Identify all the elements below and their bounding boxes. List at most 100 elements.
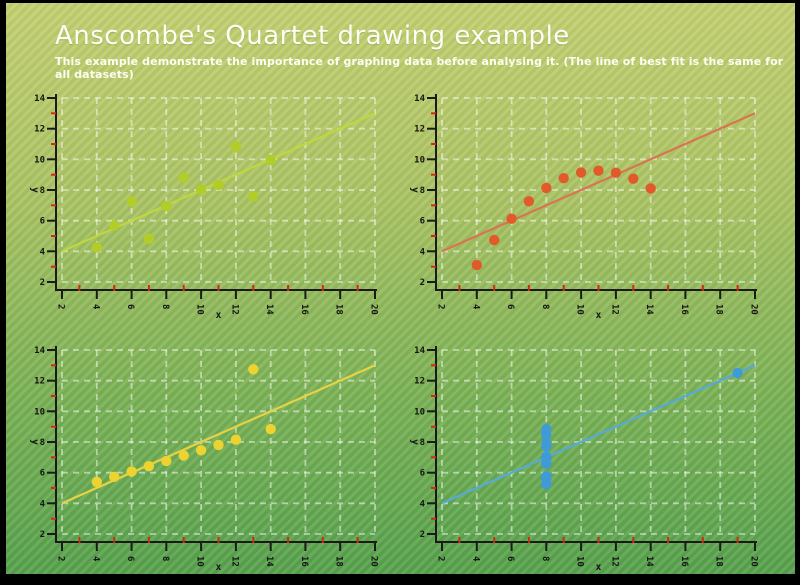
data-point xyxy=(541,429,552,440)
x-tick-label: 20 xyxy=(749,556,759,567)
data-point xyxy=(126,466,137,477)
x-tick-label: 16 xyxy=(679,556,689,567)
data-point xyxy=(471,259,482,271)
x-tick-label: 14 xyxy=(264,304,274,315)
x-tick-label: 20 xyxy=(749,304,759,315)
x-tick-label: 8 xyxy=(160,304,170,309)
x-tick-label: 6 xyxy=(125,304,135,309)
data-point xyxy=(126,196,137,207)
y-tick-label: 6 xyxy=(420,217,425,227)
x-tick-label: 10 xyxy=(195,304,205,315)
y-tick-label: 2 xyxy=(420,530,425,540)
y-tick-label: 14 xyxy=(34,94,45,104)
x-tick-label: 6 xyxy=(505,304,515,309)
y-tick-label: 6 xyxy=(40,217,45,227)
data-point xyxy=(248,364,259,375)
data-point xyxy=(91,476,103,488)
y-tick-label: 10 xyxy=(34,407,45,417)
data-point xyxy=(732,367,743,379)
x-axis-title: x xyxy=(596,562,602,573)
data-point xyxy=(161,200,172,212)
y-tick-label: 10 xyxy=(414,155,425,165)
header: Anscombe's Quartet drawing example This … xyxy=(55,21,795,81)
data-point xyxy=(558,173,569,184)
data-point xyxy=(541,453,552,465)
data-point xyxy=(143,461,155,472)
y-tick-label: 2 xyxy=(420,278,425,288)
data-point xyxy=(265,423,276,435)
y-tick-label: 6 xyxy=(420,469,425,479)
x-tick-label: 2 xyxy=(436,304,446,309)
x-tick-label: 10 xyxy=(575,556,585,567)
data-point xyxy=(593,165,604,176)
x-tick-label: 4 xyxy=(470,556,480,562)
x-tick-label: 12 xyxy=(609,556,619,567)
y-tick-label: 12 xyxy=(414,125,425,135)
data-point xyxy=(506,213,517,224)
x-tick-label: 16 xyxy=(299,304,309,315)
x-tick-label: 16 xyxy=(299,556,309,567)
x-tick-label: 14 xyxy=(644,556,654,567)
fit-line xyxy=(441,364,756,505)
y-axis-title: y xyxy=(29,439,40,445)
x-tick-label: 12 xyxy=(229,556,239,567)
x-tick-label: 20 xyxy=(369,556,379,567)
y-tick-label: 8 xyxy=(420,438,425,448)
x-tick-label: 6 xyxy=(125,556,135,561)
x-tick-label: 4 xyxy=(90,304,100,310)
y-tick-label: 12 xyxy=(34,125,45,135)
chart-dataset-4: 2 4 6 8 10 12 14 2 4 6 8 10 12 14 16 18 20 x y xyxy=(400,340,780,585)
x-tick-label: 12 xyxy=(229,304,239,315)
x-tick-label: 6 xyxy=(505,556,515,561)
x-tick-label: 18 xyxy=(714,304,724,315)
x-tick-label: 8 xyxy=(540,304,550,309)
y-tick-label: 6 xyxy=(40,469,45,479)
y-tick-label: 4 xyxy=(420,247,426,257)
y-axis-title: y xyxy=(409,187,420,193)
y-tick-label: 10 xyxy=(414,407,425,417)
chart-plot: 2 4 6 8 10 12 14 2 4 6 8 10 12 14 16 18 20 x y xyxy=(29,94,379,321)
y-tick-label: 4 xyxy=(40,499,46,509)
x-tick-label: 18 xyxy=(334,556,344,567)
x-tick-label: 18 xyxy=(334,304,344,315)
chart-dataset-1: 2 4 6 8 10 12 14 2 4 6 8 10 12 14 16 18 20 x y xyxy=(20,88,400,333)
data-point xyxy=(195,445,207,456)
chart-plot: 2 4 6 8 10 12 14 2 4 6 8 10 12 14 16 18 20 x y xyxy=(409,94,759,321)
data-point xyxy=(109,471,120,482)
x-tick-label: 20 xyxy=(369,304,379,315)
y-tick-label: 14 xyxy=(34,346,45,356)
x-tick-label: 2 xyxy=(436,556,446,561)
x-axis-title: x xyxy=(216,310,222,321)
y-tick-label: 2 xyxy=(40,278,45,288)
data-point xyxy=(628,173,639,184)
y-axis-title: y xyxy=(29,187,40,193)
x-tick-label: 2 xyxy=(56,304,66,309)
page-background: Anscombe's Quartet drawing example This … xyxy=(6,3,795,574)
chart-plot: 2 4 6 8 10 12 14 2 4 6 8 10 12 14 16 18 20 x y xyxy=(29,346,379,573)
data-point xyxy=(523,196,535,207)
data-point xyxy=(230,434,242,445)
data-point xyxy=(213,439,224,451)
data-point xyxy=(541,438,552,449)
page-title: Anscombe's Quartet drawing example xyxy=(55,21,570,51)
data-point xyxy=(213,179,224,191)
x-tick-label: 2 xyxy=(56,556,66,561)
data-point xyxy=(161,455,172,467)
x-tick-label: 4 xyxy=(470,304,480,310)
y-tick-label: 8 xyxy=(40,186,45,196)
x-tick-label: 12 xyxy=(609,304,619,315)
data-point xyxy=(230,141,242,152)
y-tick-label: 4 xyxy=(420,499,426,509)
fit-line xyxy=(61,364,376,505)
data-point xyxy=(541,474,552,485)
chart-plot: 2 4 6 8 10 12 14 2 4 6 8 10 12 14 16 18 20 x y xyxy=(409,346,759,573)
x-tick-label: 14 xyxy=(644,304,654,315)
data-point xyxy=(575,167,587,178)
data-point xyxy=(248,191,259,202)
y-tick-label: 8 xyxy=(40,438,45,448)
data-point xyxy=(610,167,622,178)
y-axis-title: y xyxy=(409,439,420,445)
x-axis-title: x xyxy=(216,562,222,573)
data-point xyxy=(109,220,120,231)
y-tick-label: 14 xyxy=(414,346,425,356)
